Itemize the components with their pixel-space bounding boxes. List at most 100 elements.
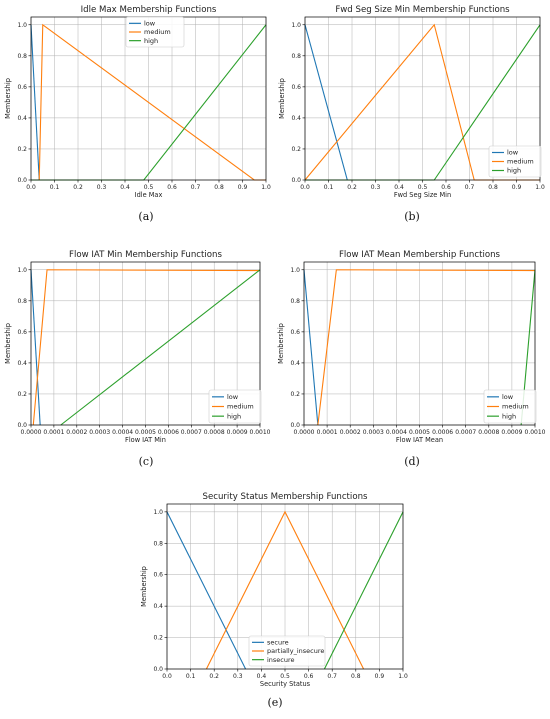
- chart-b-title: Fwd Seg Size Min Membership Functions: [335, 5, 510, 15]
- chart-c-ytick-label-2: 0.4: [17, 360, 27, 367]
- chart-e-xtick-label-0: 0.0: [162, 673, 172, 680]
- chart-d-ytick-label-4: 0.8: [290, 298, 300, 305]
- chart-b-ytick-label-4: 0.8: [291, 53, 301, 60]
- chart-e-xtick-label-1: 0.1: [186, 673, 196, 680]
- chart-a-xtick-label-1: 0.1: [50, 184, 60, 191]
- chart-b-legend: [488, 145, 542, 178]
- chart-e-series-partially_insecure: [205, 510, 365, 670]
- panel-label-a: (a): [138, 210, 154, 223]
- chart-c-series-low: [30, 269, 41, 426]
- chart-e-ylabel: Membership: [140, 566, 148, 607]
- chart-b-xtick-label-1: 0.1: [324, 184, 334, 191]
- chart-e-ytick-label-0: 0.0: [153, 666, 163, 673]
- chart-e-ytick-label-5: 1.0: [153, 509, 163, 516]
- panel-label-c: (c): [138, 455, 154, 468]
- chart-d: 0.0000 0.0001 0.0002 0.0003 0.0004 0.0005 0.00…: [277, 250, 546, 444]
- chart-a-xtick-label-8: 0.8: [214, 184, 224, 191]
- chart-d-xtick-label-2: 0.0002: [340, 429, 361, 436]
- chart-b-xtick-label-5: 0.5: [418, 184, 428, 191]
- chart-a-xtick-label-4: 0.4: [120, 184, 130, 191]
- chart-a-ytick-label-4: 0.8: [17, 53, 27, 60]
- chart-a-xtick-label-7: 0.7: [191, 184, 201, 191]
- chart-d-ytick-label-1: 0.2: [290, 391, 300, 398]
- chart-a-series-low: [30, 24, 40, 181]
- chart-a-xtick-label-6: 0.6: [167, 184, 177, 191]
- chart-b-xtick-label-10: 1.0: [535, 184, 545, 191]
- chart-c-legend-label-low: low: [227, 393, 239, 401]
- chart-c-xtick-label-10: 0.0010: [250, 429, 271, 436]
- chart-b-ytick-label-3: 0.6: [291, 84, 301, 91]
- chart-b-xtick-label-4: 0.4: [394, 184, 404, 191]
- chart-b-ytick-label-2: 0.4: [291, 115, 301, 122]
- chart-e-xtick-label-9: 0.9: [375, 673, 385, 680]
- chart-e-xlabel: Security Status: [260, 680, 311, 688]
- chart-d-xtick-label-0: 0.0000: [294, 429, 315, 436]
- chart-e-xtick-label-4: 0.4: [257, 673, 267, 680]
- chart-c-series-medium: [32, 269, 261, 426]
- chart-d-series-medium: [317, 269, 536, 426]
- chart-c-ytick-label-1: 0.2: [17, 391, 27, 398]
- chart-c-legend-label-high: high: [227, 412, 241, 420]
- chart-c-xtick-label-3: 0.0003: [89, 429, 110, 436]
- chart-c-xtick-label-2: 0.0002: [66, 429, 87, 436]
- chart-d-ylabel: Membership: [277, 323, 285, 364]
- chart-d-ytick-label-2: 0.4: [290, 360, 300, 367]
- chart-a-xtick-label-2: 0.2: [73, 184, 83, 191]
- chart-b-series-low: [304, 24, 348, 181]
- chart-e-ytick-label-4: 0.8: [153, 540, 163, 547]
- chart-d-title: Flow IAT Mean Membership Functions: [339, 250, 501, 260]
- chart-c-xtick-label-8: 0.0008: [204, 429, 225, 436]
- chart-a-ytick-label-2: 0.4: [17, 115, 27, 122]
- chart-d-xtick-label-6: 0.0006: [432, 429, 453, 436]
- chart-d-ytick-label-3: 0.6: [290, 329, 300, 336]
- chart-a-ytick-label-1: 0.2: [17, 146, 27, 153]
- chart-b-legend-label-low: low: [507, 149, 519, 157]
- chart-b-xtick-label-3: 0.3: [371, 184, 381, 191]
- chart-c-legend: [208, 389, 262, 424]
- chart-d-xlabel: Flow IAT Mean: [396, 436, 443, 444]
- panel-label-d: (d): [404, 455, 420, 468]
- chart-d-xtick-label-4: 0.0004: [386, 429, 407, 436]
- chart-a-ylabel: Membership: [4, 78, 12, 119]
- chart-c-series-high: [60, 269, 261, 426]
- chart-e-xtick-label-2: 0.2: [209, 673, 219, 680]
- chart-c-ytick-label-4: 0.8: [17, 298, 27, 305]
- chart-c-xtick-label-9: 0.0009: [227, 429, 248, 436]
- chart-d-xtick-label-5: 0.0005: [409, 429, 430, 436]
- chart-a-ytick-label-5: 1.0: [17, 22, 27, 29]
- chart-a-xtick-label-9: 0.9: [238, 184, 248, 191]
- chart-e-title: Security Status Membership Functions: [202, 492, 368, 502]
- chart-e: 0.0 0.1 0.2 0.3 0.4 0.5 0.6 0.7 0.8 0.9 1.0 0.0 0.2 0…: [140, 492, 408, 688]
- chart-b-ytick-label-1: 0.2: [291, 146, 301, 153]
- chart-c-xtick-label-1: 0.0001: [43, 429, 64, 436]
- chart-d-xtick-label-3: 0.0003: [363, 429, 384, 436]
- chart-e-series-insecure: [323, 511, 404, 670]
- chart-e-xtick-label-5: 0.5: [280, 673, 290, 680]
- chart-b-xtick-label-9: 0.9: [512, 184, 522, 191]
- chart-c-ytick-label-3: 0.6: [17, 329, 27, 336]
- chart-d-xtick-label-7: 0.0007: [455, 429, 476, 436]
- chart-a-xtick-label-5: 0.5: [144, 184, 154, 191]
- chart-e-legend: [248, 635, 326, 667]
- chart-a-ytick-label-0: 0.0: [17, 177, 27, 184]
- chart-c-xtick-label-0: 0.0000: [21, 429, 42, 436]
- chart-e-xtick-label-7: 0.7: [327, 673, 337, 680]
- chart-d-legend-label-high: high: [502, 412, 516, 420]
- chart-b-ylabel: Membership: [278, 78, 286, 119]
- chart-b-xtick-label-6: 0.6: [441, 184, 451, 191]
- chart-c-xlabel: Flow IAT Min: [125, 436, 166, 444]
- panel-label-b: (b): [404, 210, 420, 223]
- chart-e-ytick-label-1: 0.2: [153, 635, 163, 642]
- chart-c-xtick-label-7: 0.0007: [181, 429, 202, 436]
- chart-d-legend-label-medium: medium: [502, 403, 529, 411]
- chart-e-xtick-label-6: 0.6: [304, 673, 314, 680]
- chart-e-series-secure: [166, 511, 247, 670]
- chart-a-legend-label-medium: medium: [144, 28, 171, 36]
- chart-d-xtick-label-1: 0.0001: [317, 429, 338, 436]
- chart-e-xtick-label-10: 1.0: [398, 673, 408, 680]
- chart-c-xtick-label-5: 0.0005: [135, 429, 156, 436]
- chart-e-legend-label-secure: secure: [267, 639, 289, 647]
- chart-b-ytick-label-5: 1.0: [291, 22, 301, 29]
- chart-b-xlabel: Fwd Seg Size Min: [394, 191, 451, 199]
- chart-b-ytick-label-0: 0.0: [291, 177, 301, 184]
